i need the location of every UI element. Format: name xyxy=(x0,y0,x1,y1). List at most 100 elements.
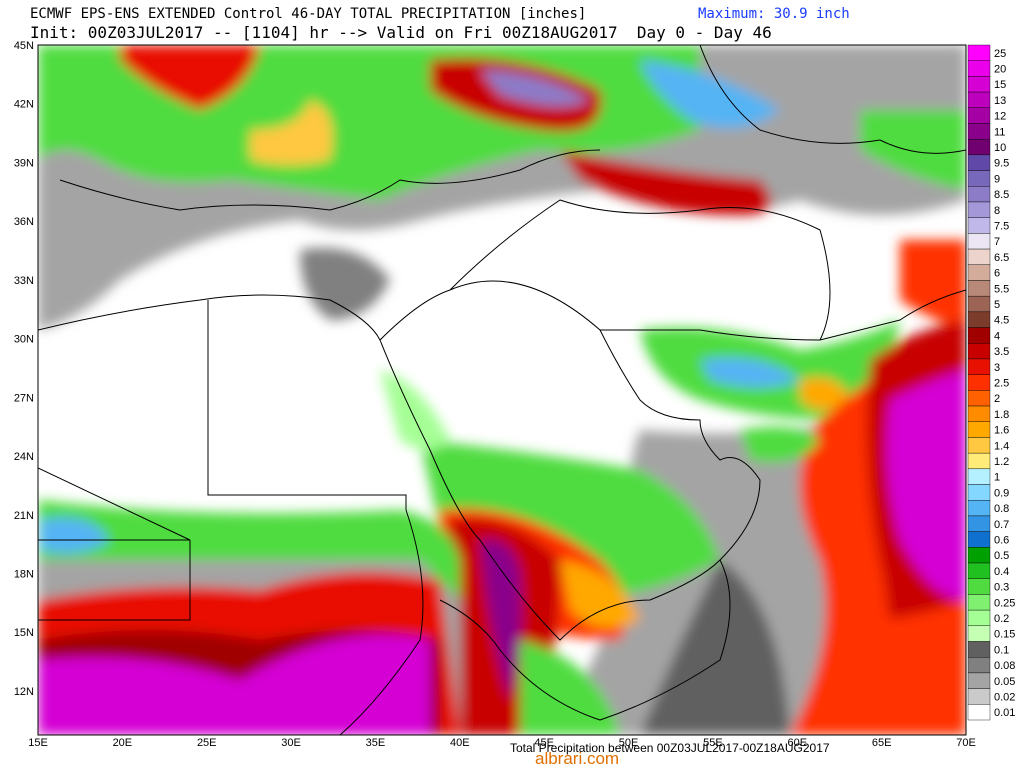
precip-field xyxy=(38,45,966,735)
colorbar-label: 0.02 xyxy=(994,691,1015,703)
colorbar-swatch xyxy=(967,295,991,313)
colorbar-label: 5.5 xyxy=(994,283,1009,295)
colorbar-swatch xyxy=(967,217,991,234)
colorbar-swatch xyxy=(967,107,991,124)
lon-label: 40E xyxy=(450,737,470,749)
colorbar-label: 1 xyxy=(994,472,1000,484)
lon-label: 65E xyxy=(872,737,892,749)
colorbar-label: 15 xyxy=(994,79,1006,91)
colorbar-label: 25 xyxy=(994,48,1006,60)
lon-labels: 15E 20E 25E 30E 35E 40E 45E 50E 55E 60E 65E 70E xyxy=(28,737,976,749)
lat-label: 33N xyxy=(14,275,34,287)
colorbar-label: 9.5 xyxy=(994,158,1009,170)
colorbar-label: 2.5 xyxy=(994,378,1009,390)
colorbar-swatch xyxy=(967,60,991,77)
colorbar-label: 6 xyxy=(994,268,1000,280)
colorbar-swatch xyxy=(967,468,991,485)
colorbar-swatch xyxy=(967,76,991,93)
map-frame xyxy=(37,44,967,736)
colorbar-label: 8 xyxy=(994,205,1000,217)
colorbar-label: 12 xyxy=(994,111,1006,123)
colorbar-swatch xyxy=(967,374,991,391)
colorbar-swatch xyxy=(967,672,991,689)
colorbar-label: 0.5 xyxy=(994,550,1009,562)
lat-labels: 45N 42N 39N 36N 33N 30N 27N 24N 21N 18N 15N 12N xyxy=(14,40,34,698)
colorbar-label: 4.5 xyxy=(994,315,1009,327)
colorbar-label: 1.2 xyxy=(994,456,1009,468)
colorbar-swatch xyxy=(967,138,991,156)
colorbar-swatch xyxy=(967,500,991,517)
colorbar-swatch xyxy=(967,437,991,454)
colorbar-swatch xyxy=(967,704,991,721)
colorbar-label: 3.5 xyxy=(994,346,1009,358)
colorbar-label: 0.05 xyxy=(994,676,1015,688)
colorbar-label: 5 xyxy=(994,299,1000,311)
colorbar-swatch xyxy=(967,248,991,265)
colorbar-swatch xyxy=(967,233,991,250)
colorbar-swatch xyxy=(967,484,991,501)
colorbar-swatch xyxy=(967,547,991,564)
lat-label: 30N xyxy=(14,334,34,346)
lon-label: 30E xyxy=(281,737,301,749)
colorbar-swatch xyxy=(967,264,991,281)
lat-label: 36N xyxy=(14,216,34,228)
colorbar-label: 2 xyxy=(994,393,1000,405)
colorbar-label: 1.6 xyxy=(994,425,1009,437)
lat-label: 12N xyxy=(14,686,34,698)
colorbar-label: 0.4 xyxy=(994,566,1009,578)
colorbar-swatch xyxy=(967,123,991,140)
maximum: Maximum: 30.9 inch xyxy=(698,6,850,22)
colorbar-swatch xyxy=(967,515,991,532)
lat-label: 39N xyxy=(14,157,34,169)
lon-label: 60E xyxy=(787,737,807,749)
political-borders xyxy=(38,45,966,735)
colorbar-label: 13 xyxy=(994,95,1006,107)
colorbar-label: 0.8 xyxy=(994,503,1009,515)
colorbar-swatch xyxy=(967,280,991,297)
colorbar-swatch xyxy=(967,688,991,705)
colorbar-swatch xyxy=(967,390,991,407)
colorbar-swatch xyxy=(967,452,991,470)
lat-label: 24N xyxy=(14,451,34,463)
colorbar-swatch xyxy=(967,327,991,344)
colorbar-label: 11 xyxy=(994,126,1005,138)
lon-label: 35E xyxy=(366,737,386,749)
colorbar-swatch xyxy=(967,625,991,642)
colorbar-label: 20 xyxy=(994,64,1006,76)
lat-label: 45N xyxy=(14,40,34,52)
colorbar-label: 4 xyxy=(994,330,1000,342)
colorbar-swatch xyxy=(967,562,991,579)
lon-label: 20E xyxy=(113,737,133,749)
lat-label: 42N xyxy=(14,99,34,111)
colorbar-swatch xyxy=(967,657,991,674)
colorbar-swatch xyxy=(967,641,991,658)
colorbar-label: 1.4 xyxy=(994,440,1009,452)
colorbar-swatch xyxy=(967,594,991,611)
colorbar-swatch xyxy=(967,421,991,438)
colorbar-swatch xyxy=(967,201,991,218)
colorbar-swatch xyxy=(967,311,991,328)
colorbar-label: 9 xyxy=(994,173,1000,185)
colorbar-swatch xyxy=(967,91,991,108)
colorbar-swatch xyxy=(967,186,991,203)
colorbar-label: 0.01 xyxy=(994,707,1015,719)
colorbar-swatch xyxy=(967,609,991,627)
title: ECMWF EPS-ENS EXTENDED Control 46-DAY TO… xyxy=(30,6,586,22)
lat-label: 21N xyxy=(14,510,34,522)
colorbar-label: 0.08 xyxy=(994,660,1015,672)
lon-label: 55E xyxy=(703,737,723,749)
colorbar-label: 3 xyxy=(994,362,1000,374)
colorbar-label: 0.15 xyxy=(994,629,1015,641)
colorbar-swatch xyxy=(967,154,991,171)
colorbar-swatch xyxy=(967,531,991,548)
colorbar-label: 7.5 xyxy=(994,221,1009,233)
colorbar-label: 0.25 xyxy=(994,597,1015,609)
lon-label: 70E xyxy=(956,737,976,749)
colorbar-swatch xyxy=(967,170,991,187)
colorbar-label: 6.5 xyxy=(994,252,1009,264)
period-footer: Total Precipitation between 00Z03JUL2017… xyxy=(510,741,830,755)
colorbar-swatch xyxy=(967,44,991,61)
lat-label: 15N xyxy=(14,627,34,639)
lon-label: 45E xyxy=(534,737,554,749)
